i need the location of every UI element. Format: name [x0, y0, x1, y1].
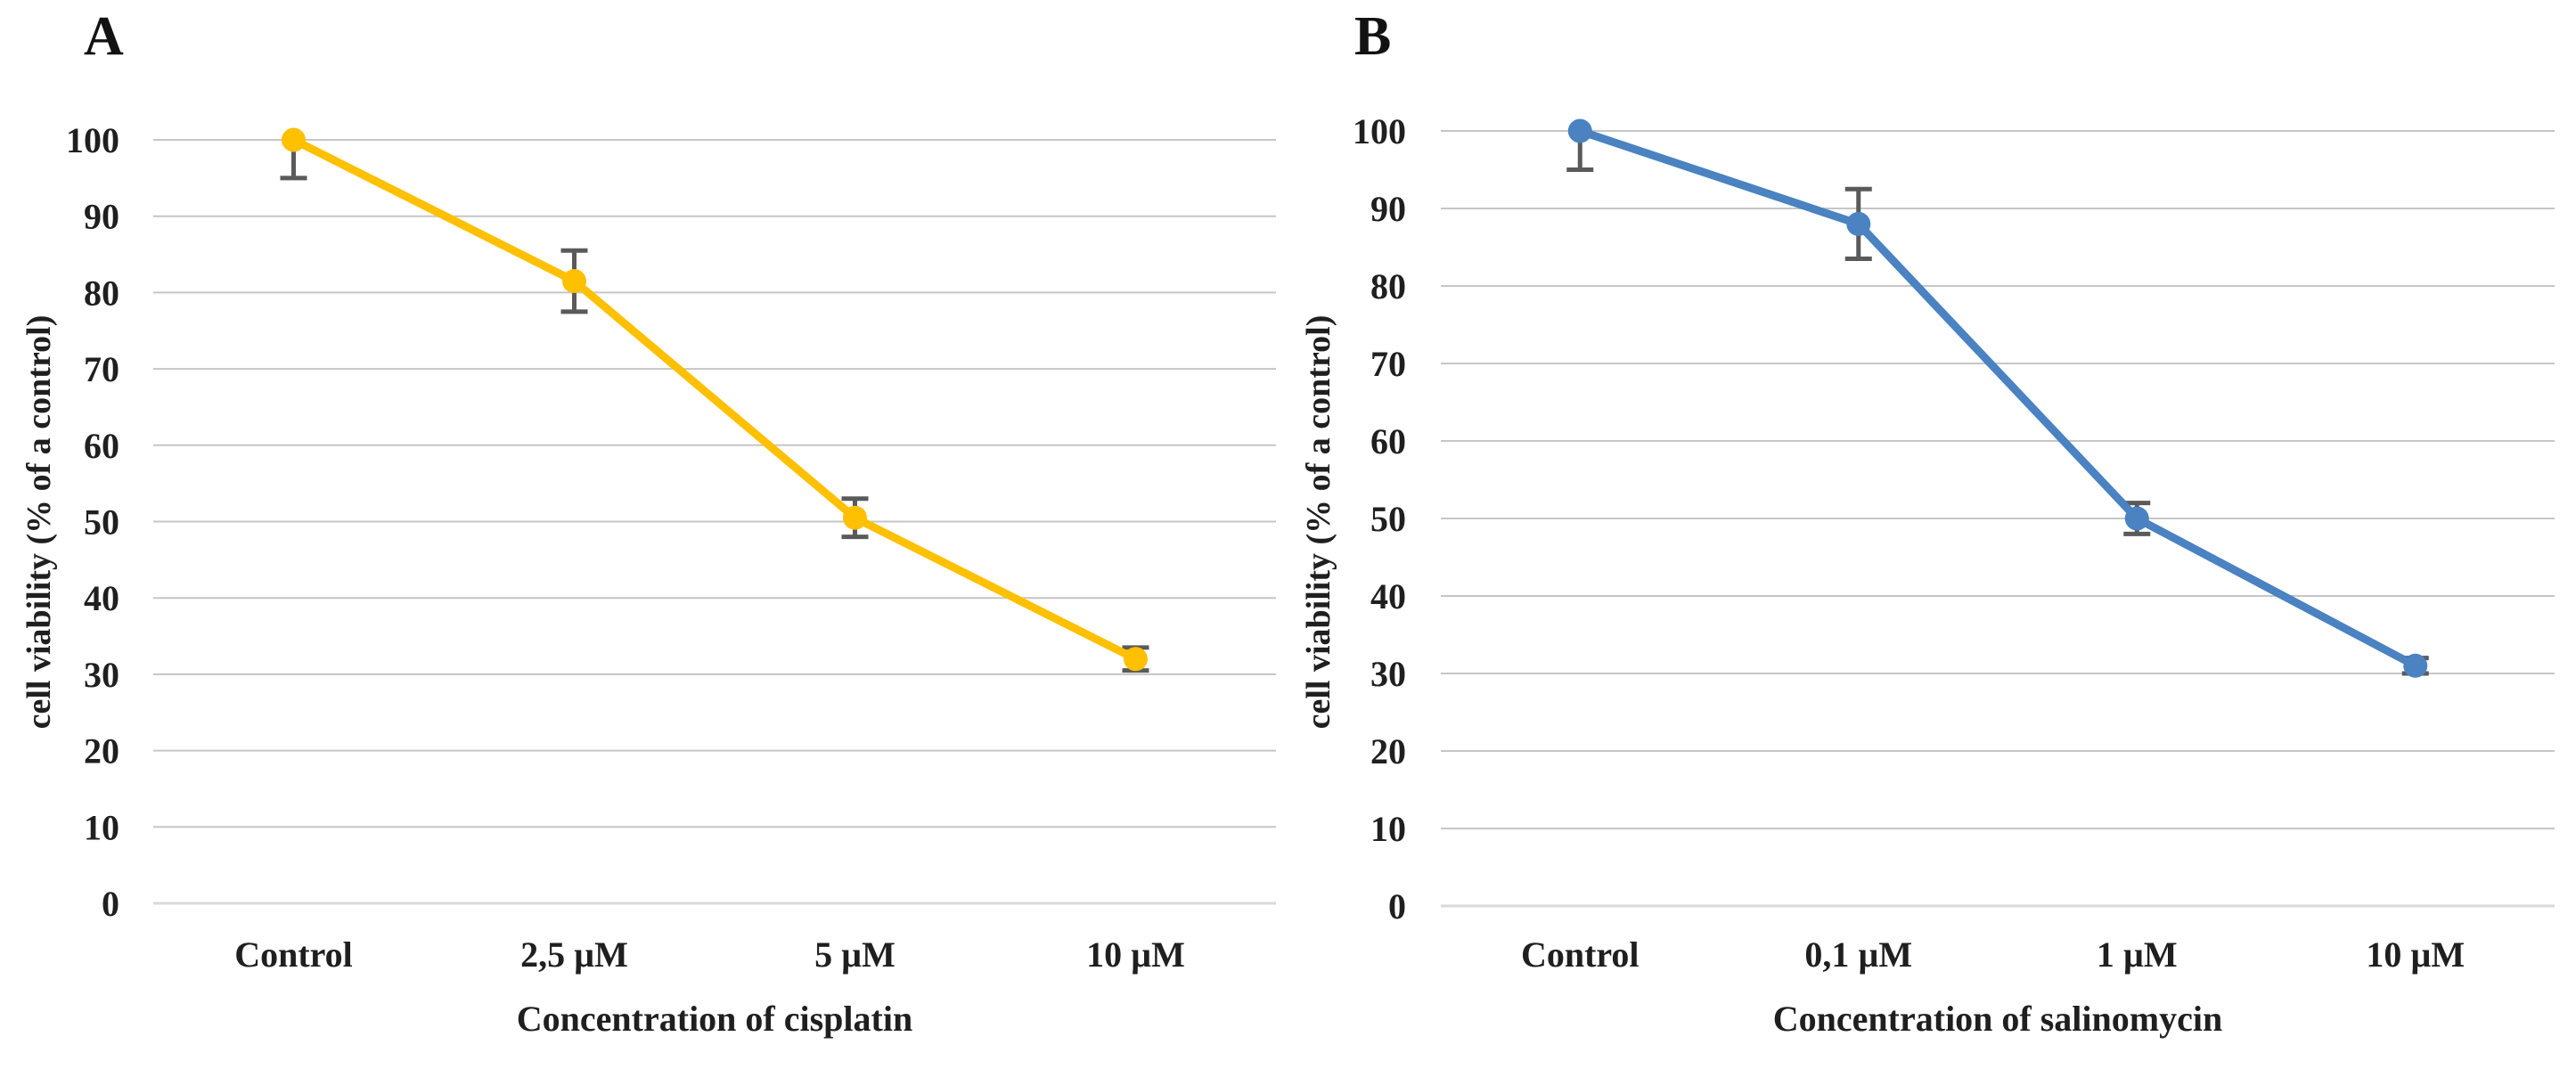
y-tick-label-60: 60: [84, 426, 119, 466]
y-tick-label-40: 40: [84, 578, 119, 618]
x-category-label: 2,5 µM: [520, 934, 628, 975]
x-category-label: 1 µM: [2097, 934, 2178, 975]
y-tick-label-0: 0: [102, 884, 119, 924]
y-tick-label-100: 100: [1353, 111, 1406, 151]
y-tick-label-90: 90: [84, 197, 119, 237]
panel-b-label: B: [1354, 6, 1392, 67]
series-line-cisplatin: [290, 135, 1140, 664]
y-tick-label-40: 40: [1370, 576, 1406, 616]
y-tick-label-10: 10: [1370, 809, 1406, 849]
y-tick-label-80: 80: [1370, 266, 1406, 306]
x-category-label: Control: [234, 934, 353, 975]
x-category-label: 10 µM: [2366, 934, 2465, 975]
x-category-label: Control: [1521, 934, 1640, 975]
series-line-salinomycin: [1575, 126, 2420, 670]
y-tick-label-70: 70: [84, 349, 119, 389]
y-tick-label-20: 20: [84, 731, 119, 771]
y-tick-label-50: 50: [84, 502, 119, 543]
panel-a-label: A: [84, 6, 124, 67]
data-point-marker-cisplatin-0: [282, 127, 306, 152]
data-point-marker-cisplatin-3: [1124, 647, 1148, 672]
x-category-label: 0,1 µM: [1804, 934, 1912, 975]
data-point-marker-salinomycin-1: [1846, 211, 1871, 236]
panel-a-x-axis-title: Concentration of cisplatin: [516, 999, 913, 1039]
y-tick-label-30: 30: [1370, 654, 1406, 694]
y-tick-label-10: 10: [84, 807, 119, 847]
data-point-marker-cisplatin-2: [843, 505, 867, 530]
panel-a-chart: 0 10 20 30 40 50 60 70 80 90 100 Control 2,5 µM 5 µM 1…: [66, 120, 1276, 975]
y-tick-label-60: 60: [1370, 421, 1406, 461]
data-point-marker-salinomycin-3: [2403, 653, 2428, 678]
x-category-label: 10 µM: [1086, 934, 1185, 975]
y-tick-label-20: 20: [1370, 731, 1406, 771]
y-tick-label-100: 100: [66, 120, 119, 160]
y-tick-label-30: 30: [84, 655, 119, 695]
data-point-marker-cisplatin-1: [562, 269, 586, 294]
data-point-marker-salinomycin-0: [1567, 118, 1592, 143]
y-tick-label-0: 0: [1388, 886, 1406, 926]
y-tick-label-50: 50: [1370, 499, 1406, 539]
y-tick-label-80: 80: [84, 273, 119, 313]
y-tick-label-90: 90: [1370, 189, 1406, 229]
y-tick-label-70: 70: [1370, 344, 1406, 384]
panel-b-x-axis-title: Concentration of salinomycin: [1772, 999, 2223, 1039]
data-point-marker-salinomycin-2: [2124, 506, 2149, 531]
panel-b-chart: 0 10 20 30 40 50 60 70 80 90 100 Control 0,1 µM 1 µM 1…: [1353, 111, 2555, 975]
x-category-label: 5 µM: [814, 934, 895, 975]
